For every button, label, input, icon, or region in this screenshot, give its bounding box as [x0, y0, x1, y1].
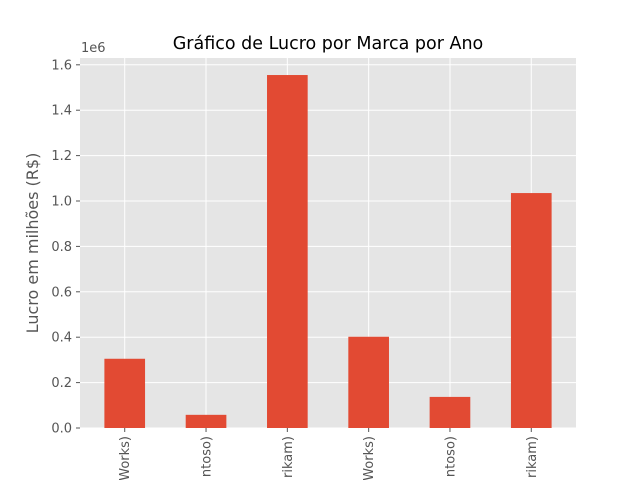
x-tick-labels: Works) ntoso) rikam) Works) ntoso) rikam) — [118, 428, 540, 480]
y-axis-label: Lucro em milhões (R$) — [23, 153, 42, 334]
chart-title: Gráfico de Lucro por Marca por Ano — [173, 34, 484, 54]
x-tick-label: rikam) — [525, 436, 540, 478]
y-tick-label: 1.6 — [51, 58, 72, 73]
bar — [429, 396, 471, 428]
x-tick-label: ntoso) — [443, 436, 458, 477]
y-tick-label: 0.2 — [51, 376, 72, 391]
bar — [185, 414, 227, 428]
y-tick-label: 1.2 — [51, 149, 72, 164]
bar — [104, 358, 146, 428]
x-tick-label: Works) — [362, 436, 377, 480]
y-offset-label: 1e6 — [81, 41, 106, 56]
y-tick-labels: 0.0 0.2 0.4 0.6 0.8 1.0 1.2 1.4 1.6 — [51, 58, 80, 437]
y-gridlines — [80, 64, 576, 429]
x-tick-label: ntoso) — [200, 436, 215, 477]
y-tick-label: 1.0 — [51, 195, 72, 210]
x-tick-label: rikam) — [281, 436, 296, 478]
y-tick-label: 0.0 — [51, 422, 72, 437]
y-tick-label: 0.4 — [51, 331, 72, 346]
plot-area — [80, 58, 576, 428]
bar — [348, 336, 389, 428]
x-tick-label: Works) — [118, 436, 133, 480]
bar — [267, 75, 308, 428]
y-tick-label: 1.4 — [51, 104, 72, 119]
bar — [510, 193, 552, 428]
bars — [104, 75, 552, 428]
y-tick-label: 0.6 — [51, 285, 72, 300]
y-tick-label: 0.8 — [51, 240, 72, 255]
